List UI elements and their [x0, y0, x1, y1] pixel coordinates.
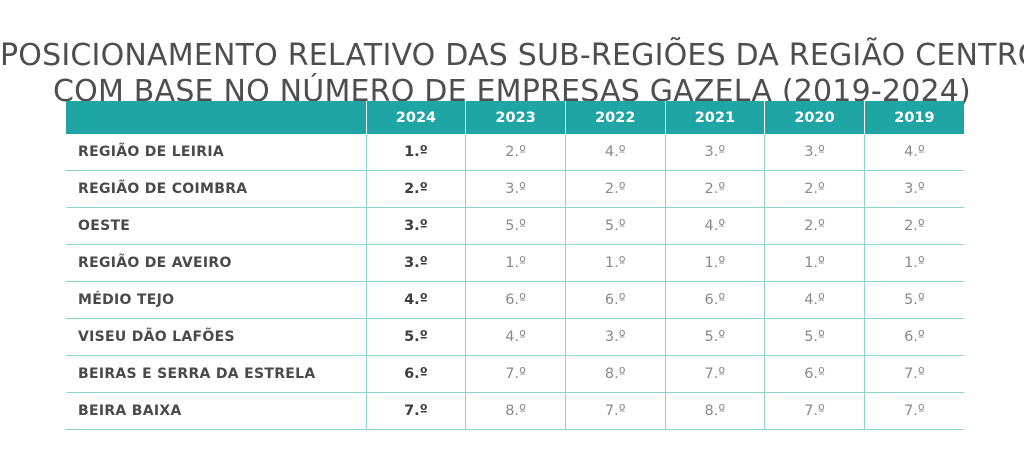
rank-cell: 2.º [565, 170, 666, 208]
year-header-2022: 2022 [565, 101, 666, 134]
region-name: REGIÃO DE COIMBRA [66, 170, 367, 208]
rank-cell: 4.º [665, 207, 766, 245]
rank-cell: 3.º [565, 318, 666, 356]
region-name: BEIRAS E SERRA DA ESTRELA [66, 355, 367, 393]
title-line-1: POSICIONAMENTO RELATIVO DAS SUB-REGIÕES … [0, 38, 1024, 74]
table-row: REGIÃO DE AVEIRO 3.º 1.º 1.º 1.º 1.º 1.º [66, 244, 964, 282]
rank-cell: 4.º [764, 281, 865, 319]
rank-cell: 6.º [764, 355, 865, 393]
rank-cell: 4.º [864, 134, 964, 171]
rank-cell: 3.º [366, 244, 467, 282]
rank-cell: 7.º [764, 392, 865, 430]
region-name: VISEU DÃO LAFÕES [66, 318, 367, 356]
rank-cell: 7.º [864, 355, 964, 393]
rank-cell: 4.º [465, 318, 566, 356]
rank-cell: 7.º [665, 355, 766, 393]
region-name: MÉDIO TEJO [66, 281, 367, 319]
rank-cell: 8.º [665, 392, 766, 430]
rank-cell: 5.º [465, 207, 566, 245]
year-header-2019: 2019 [864, 101, 964, 134]
table-row: BEIRAS E SERRA DA ESTRELA 6.º 7.º 8.º 7.… [66, 355, 964, 393]
rank-cell: 3.º [465, 170, 566, 208]
rank-cell: 1.º [565, 244, 666, 282]
year-header-2021: 2021 [665, 101, 766, 134]
rank-cell: 1.º [366, 134, 467, 171]
rank-cell: 6.º [565, 281, 666, 319]
rank-cell: 5.º [366, 318, 467, 356]
table-header-row: 2024 2023 2022 2021 2020 2019 [66, 101, 964, 134]
rank-cell: 5.º [665, 318, 766, 356]
table-row: REGIÃO DE LEIRIA 1.º 2.º 4.º 3.º 3.º 4.º [66, 134, 964, 171]
rank-cell: 5.º [764, 318, 865, 356]
rank-cell: 3.º [366, 207, 467, 245]
ranking-table: 2024 2023 2022 2021 2020 2019 REGIÃO DE … [66, 101, 964, 430]
rank-cell: 7.º [366, 392, 467, 430]
year-header-2020: 2020 [764, 101, 865, 134]
rank-cell: 4.º [565, 134, 666, 171]
rank-cell: 2.º [465, 134, 566, 171]
rank-cell: 1.º [465, 244, 566, 282]
rank-cell: 7.º [565, 392, 666, 430]
rank-cell: 7.º [465, 355, 566, 393]
region-name: REGIÃO DE LEIRIA [66, 134, 367, 171]
rank-cell: 7.º [864, 392, 964, 430]
rank-cell: 5.º [565, 207, 666, 245]
table-row: MÉDIO TEJO 4.º 6.º 6.º 6.º 4.º 5.º [66, 281, 964, 319]
year-header-2024: 2024 [366, 101, 467, 134]
rank-cell: 5.º [864, 281, 964, 319]
rank-cell: 4.º [366, 281, 467, 319]
table-row: OESTE 3.º 5.º 5.º 4.º 2.º 2.º [66, 207, 964, 245]
rank-cell: 3.º [764, 134, 865, 171]
rank-cell: 2.º [764, 207, 865, 245]
rank-cell: 3.º [864, 170, 964, 208]
region-name: BEIRA BAIXA [66, 392, 367, 430]
region-name: OESTE [66, 207, 367, 245]
table-row: REGIÃO DE COIMBRA 2.º 3.º 2.º 2.º 2.º 3.… [66, 170, 964, 208]
rank-cell: 1.º [665, 244, 766, 282]
rank-cell: 1.º [864, 244, 964, 282]
rank-cell: 8.º [465, 392, 566, 430]
rank-cell: 2.º [665, 170, 766, 208]
rank-cell: 6.º [665, 281, 766, 319]
table-row: VISEU DÃO LAFÕES 5.º 4.º 3.º 5.º 5.º 6.º [66, 318, 964, 356]
rank-cell: 1.º [764, 244, 865, 282]
table-row: BEIRA BAIXA 7.º 8.º 7.º 8.º 7.º 7.º [66, 392, 964, 430]
rank-cell: 2.º [864, 207, 964, 245]
rank-cell: 2.º [366, 170, 467, 208]
page-title: POSICIONAMENTO RELATIVO DAS SUB-REGIÕES … [0, 38, 1024, 110]
region-name: REGIÃO DE AVEIRO [66, 244, 367, 282]
rank-cell: 8.º [565, 355, 666, 393]
rank-cell: 6.º [366, 355, 467, 393]
rank-cell: 6.º [864, 318, 964, 356]
year-header-2023: 2023 [465, 101, 566, 134]
rank-cell: 6.º [465, 281, 566, 319]
rank-cell: 2.º [764, 170, 865, 208]
rank-cell: 3.º [665, 134, 766, 171]
region-column-header [66, 101, 367, 134]
